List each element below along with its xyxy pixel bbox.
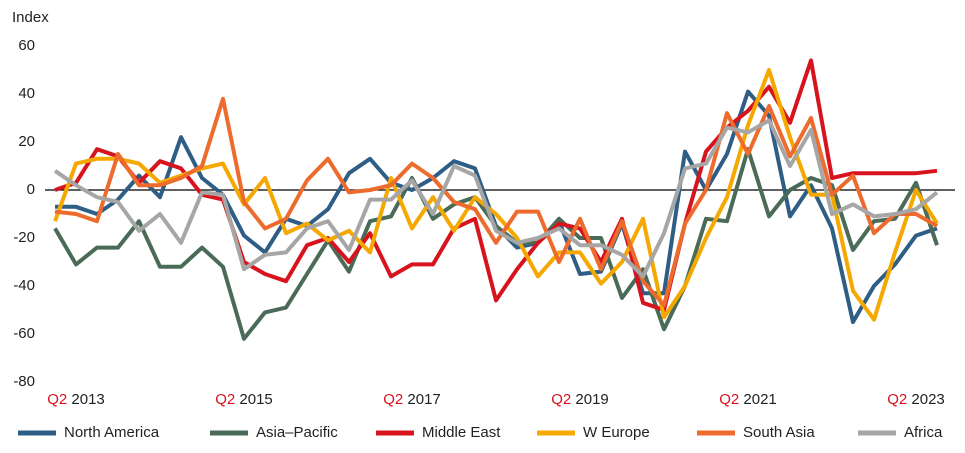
y-tick-label: -20: [13, 229, 35, 246]
legend-label: Africa: [904, 424, 943, 441]
legend-label: Middle East: [422, 424, 501, 441]
series-line: [54, 58, 938, 312]
x-tick-label: Q2 2019: [551, 391, 609, 408]
series-line: [53, 118, 939, 279]
x-tick-label: Q2 2015: [215, 391, 273, 408]
y-tick-label: -40: [13, 277, 35, 294]
legend-label: North America: [64, 424, 160, 441]
y-tick-label: -60: [13, 325, 35, 342]
series-line: [54, 96, 938, 308]
legend-label: Asia–Pacific: [256, 424, 338, 441]
legend-label: South Asia: [743, 424, 815, 441]
x-tick-label: Q2 2023: [887, 391, 945, 408]
x-tick-label: Q2 2017: [383, 391, 441, 408]
y-axis-label: Index: [12, 9, 49, 26]
x-tick-label: Q2 2021: [719, 391, 777, 408]
x-tick-label: Q2 2013: [47, 391, 105, 408]
y-tick-label: -80: [13, 373, 35, 390]
y-tick-label: 0: [27, 181, 35, 198]
y-tick-label: 40: [18, 85, 35, 102]
legend-label: W Europe: [583, 424, 650, 441]
y-tick-label: 60: [18, 37, 35, 54]
y-tick-label: 20: [18, 133, 35, 150]
series-line: [53, 68, 939, 322]
